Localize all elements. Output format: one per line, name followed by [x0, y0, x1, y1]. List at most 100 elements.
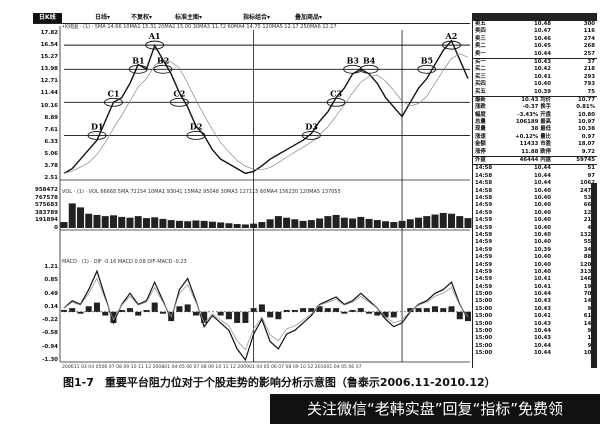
- cell: 10.43: [533, 335, 551, 342]
- cell: 10.43: [533, 58, 551, 65]
- volume-bar: [349, 218, 357, 228]
- axis-tick-label: 383789: [35, 209, 58, 216]
- cell: 买二: [475, 66, 486, 73]
- annotation-label: B2: [157, 55, 169, 65]
- volume-bar: [365, 218, 373, 228]
- cell: 0.81%: [576, 104, 595, 111]
- ask-row: 卖三 10.46 274: [473, 36, 597, 43]
- cell: 46444 内盘: [519, 157, 551, 164]
- annotation-label: B4: [363, 55, 376, 65]
- cell: 51: [587, 165, 595, 172]
- cell: 557: [583, 239, 595, 246]
- indicator-menu[interactable]: 指标组合▾: [243, 14, 271, 21]
- macd-histogram-bar: [283, 309, 290, 312]
- tick-row: 14:59 10.40 1325: [473, 232, 597, 239]
- volume-bar: [415, 217, 423, 228]
- volume-bar: [316, 218, 324, 228]
- cell: 10.43 均价: [521, 96, 551, 103]
- volume-bar: [200, 220, 208, 228]
- macd-histogram-bar: [258, 304, 265, 312]
- cell: 10.40: [533, 194, 551, 201]
- cell: 总量: [475, 119, 486, 126]
- volume-bar: [423, 216, 431, 228]
- annotation-ellipse: [301, 131, 321, 140]
- cell: 11.88 跌停: [521, 148, 551, 155]
- cell: 10.43: [533, 298, 551, 305]
- macd-histogram-bar: [234, 311, 241, 323]
- tick-row: 14:59 10.40 3138: [473, 269, 597, 276]
- volume-bar: [93, 214, 101, 228]
- cell: 1062: [579, 180, 595, 187]
- cell: 买一: [475, 58, 486, 65]
- date-axis: 200611 03 04 0506 07 08 09 10 11 12 2008…: [62, 365, 362, 370]
- overlay-menu[interactable]: 叠加商品▾: [295, 14, 323, 21]
- macd-histogram-bar: [316, 306, 323, 312]
- macd-histogram-bar: [85, 306, 92, 312]
- volume-bar: [382, 221, 390, 228]
- axis-tick-label: 0.14: [44, 303, 58, 310]
- cell: 涨速: [475, 133, 486, 140]
- volume-bar: [258, 222, 266, 228]
- macd-histogram-bar: [341, 311, 348, 314]
- cell: 274: [583, 35, 595, 42]
- axis-tick-label: 0: [54, 225, 58, 231]
- cell: 10.40: [533, 261, 551, 268]
- axis-tick-label: 575683: [35, 202, 58, 209]
- figure-caption: 图1-7 重要平台阻力位对于个股走势的影响分析示意图（鲁泰示2006.11-20…: [63, 376, 496, 389]
- annotation-ellipse: [359, 64, 379, 74]
- chart-type-tag[interactable]: 日K线: [33, 13, 62, 23]
- annotation-ellipse: [343, 64, 363, 74]
- tick-row: 15:00 10.43 97: [473, 306, 597, 313]
- main-chart-menu[interactable]: 标准主图▾: [175, 14, 203, 21]
- volume-bar: [167, 220, 175, 228]
- cell: 0.97: [581, 133, 595, 140]
- tick-scrollbar[interactable]: [591, 183, 597, 368]
- tick-row: 15:00 10.43 16: [473, 335, 597, 342]
- moving-average-line: [63, 53, 469, 174]
- axis-tick-label: 0.49: [44, 290, 58, 297]
- cell: 幅度: [475, 111, 486, 118]
- cell: 15:00: [475, 298, 493, 305]
- volume-indicator-line: VOL · (1) · VOL 66668 5MA 72154 10MA1 93…: [62, 189, 341, 195]
- macd-dea-line: [63, 277, 469, 351]
- bid-row: 买一 10.43 37: [473, 57, 597, 66]
- volume-bar: [266, 219, 274, 228]
- cell: 卖一: [475, 50, 486, 57]
- cell: 14:58: [475, 172, 493, 179]
- volume-bar: [192, 220, 200, 228]
- cell: 14:59: [475, 231, 493, 238]
- tick-row: 14:59 10.40 1208: [473, 262, 597, 269]
- annotation-ellipse: [417, 64, 437, 74]
- axis-tick-label: 767578: [35, 194, 58, 201]
- macd-histogram-bar: [176, 306, 183, 312]
- axis-tick-label: 12.71: [40, 78, 58, 85]
- stat-row: 金额 11433 市盈 18.07: [473, 141, 597, 148]
- adjust-menu[interactable]: 不复权▾: [131, 14, 153, 21]
- cell: 14:59: [475, 239, 493, 246]
- volume-bar: [340, 217, 348, 228]
- cell: 10.44: [533, 165, 551, 172]
- tick-row: 14:58 10.44 97: [473, 173, 597, 180]
- macd-histogram-bar: [275, 311, 282, 320]
- macd-histogram-bar: [184, 304, 191, 312]
- price-line: [63, 39, 469, 175]
- cell: 348: [583, 246, 595, 253]
- cell: 10.40: [533, 224, 551, 231]
- macd-histogram-bar: [432, 306, 439, 312]
- cell: 300: [583, 21, 595, 27]
- cell: 215: [583, 217, 595, 224]
- cell: 10.48: [533, 21, 551, 27]
- cell: 10.77: [577, 96, 595, 103]
- volume-bar: [373, 220, 381, 228]
- annotation-label: C3: [330, 88, 342, 98]
- tick-row: 15:00 10.44 107: [473, 350, 597, 357]
- cell: 10.40: [533, 209, 551, 216]
- cell: 卖二: [475, 43, 486, 50]
- volume-bar: [456, 216, 464, 228]
- volume-bar: [126, 217, 134, 228]
- macd-histogram-bar: [300, 308, 307, 312]
- period-menu[interactable]: 日线▾: [95, 14, 111, 21]
- ask-row: 卖五 10.48 300: [473, 21, 597, 28]
- tick-row: 14:58 10.40 2474: [473, 188, 597, 195]
